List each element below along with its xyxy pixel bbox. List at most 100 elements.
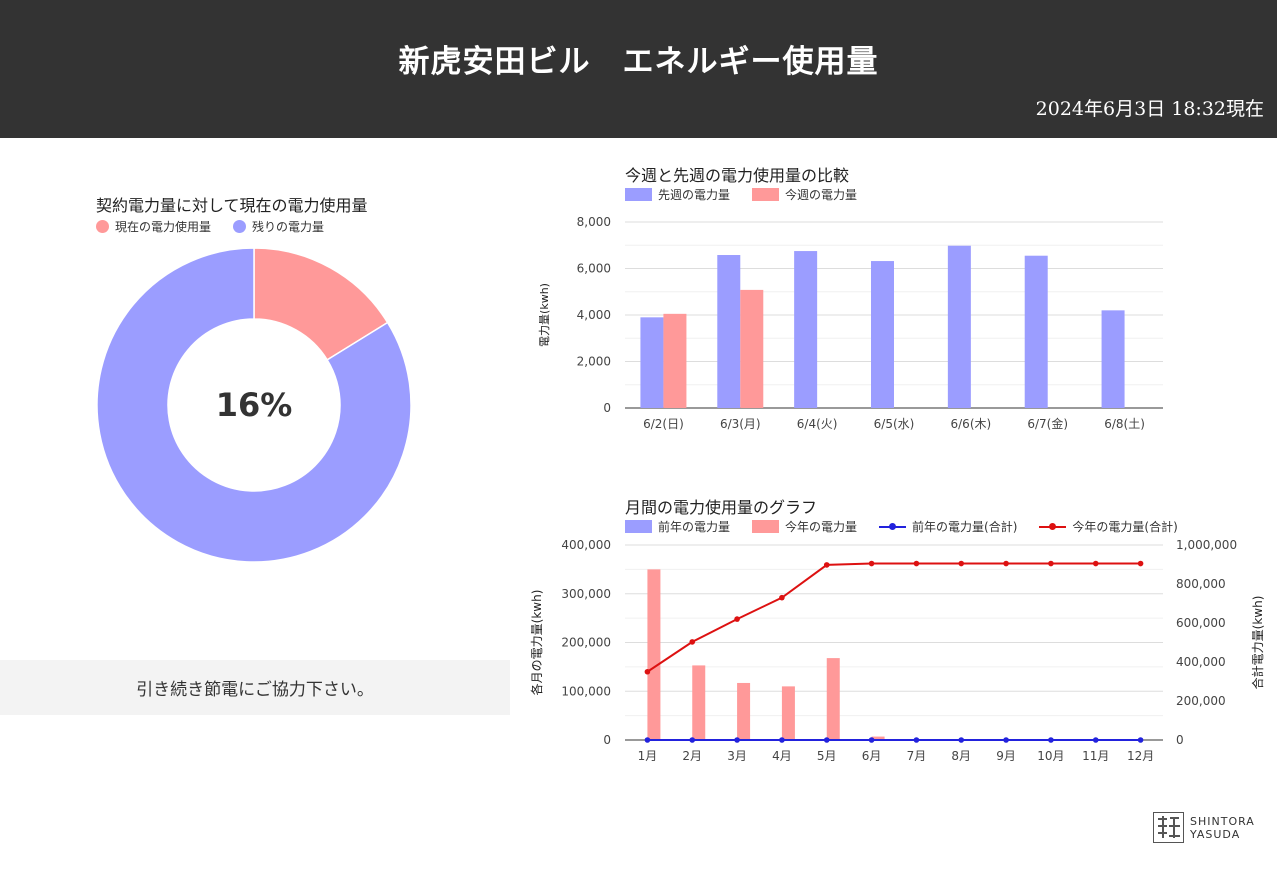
bar-this-year	[871, 736, 885, 740]
y-tick-label: 200,000	[561, 636, 611, 650]
x-tick-label: 9月	[996, 749, 1016, 763]
x-tick-label: 6/5(水)	[874, 417, 915, 431]
donut-legend: 現在の電力使用量 残りの電力量	[96, 218, 346, 235]
legend-label: 今年の電力量	[785, 520, 858, 534]
x-tick-label: 6/7(金)	[1027, 416, 1068, 431]
donut-chart: 16%	[96, 247, 412, 563]
y-axis-label: 電力量(kwh)	[538, 283, 551, 347]
bar-this-week	[740, 289, 764, 408]
page-title: 新虎安田ビル エネルギー使用量	[398, 44, 879, 80]
bar-last-week	[794, 251, 818, 408]
x-tick-label: 7月	[907, 749, 927, 763]
point-prev-year-total	[868, 737, 875, 743]
point-prev-year-total	[913, 737, 920, 743]
legend-item-this-year-total: 今年の電力量(合計)	[1039, 518, 1178, 535]
x-tick-label: 6/3(月)	[720, 417, 761, 431]
legend-label: 先週の電力量	[658, 188, 731, 202]
y2-tick-label: 1,000,000	[1176, 538, 1237, 552]
y2-tick-label: 200,000	[1176, 694, 1226, 708]
legend-item-prev-year: 前年の電力量	[625, 518, 730, 535]
logo-line-1: SHINTORA	[1190, 814, 1255, 828]
legend-label: 今週の電力量	[785, 188, 858, 202]
y-axis-label: 各月の電力量(kwh)	[529, 590, 544, 696]
legend-item-current-usage: 現在の電力使用量	[96, 218, 211, 235]
legend-item-remaining: 残りの電力量	[233, 218, 324, 235]
legend-swatch	[625, 520, 652, 533]
x-tick-label: 6/2(日)	[643, 417, 684, 431]
point-prev-year-total	[1092, 737, 1099, 743]
point-prev-year-total	[644, 737, 651, 743]
y-tick-label: 400,000	[561, 538, 611, 552]
y-tick-label: 2,000	[577, 355, 611, 369]
message-text: 引き続き節電にご協力下さい。	[136, 680, 374, 700]
bar-this-year	[737, 682, 751, 740]
monthly-chart-title: 月間の電力使用量のグラフ	[625, 498, 818, 517]
point-this-year-total	[958, 560, 965, 567]
y-tick-label: 4,000	[577, 308, 611, 322]
x-tick-label: 10月	[1037, 749, 1064, 763]
header-bar: 新虎安田ビル エネルギー使用量 2024年6月3日 18:32現在	[0, 0, 1277, 138]
legend-swatch	[752, 188, 780, 201]
point-this-year-total	[913, 560, 920, 567]
x-tick-label: 3月	[727, 749, 747, 763]
bar-last-week	[640, 317, 664, 408]
legend-item-prev-year-total: 前年の電力量(合計)	[879, 518, 1017, 535]
point-this-year-total	[1048, 560, 1054, 567]
point-this-year-total	[689, 639, 696, 645]
y2-axis-label: 合計電力量(kwh)	[1250, 596, 1265, 690]
legend-swatch	[1039, 520, 1067, 533]
legend-swatch	[96, 220, 109, 233]
bar-last-week	[717, 255, 741, 408]
bar-last-week	[1024, 255, 1048, 408]
donut-slice-1	[96, 247, 412, 563]
legend-item-this-year: 今年の電力量	[752, 518, 857, 535]
legend-label: 現在の電力使用量	[115, 220, 212, 234]
legend-label: 残りの電力量	[252, 220, 325, 234]
point-prev-year-total	[1048, 737, 1054, 743]
point-this-year-total	[1003, 560, 1009, 567]
point-prev-year-total	[734, 737, 740, 743]
x-tick-label: 6/4(火)	[797, 417, 838, 431]
donut-chart-title: 契約電力量に対して現在の電力使用量	[96, 196, 368, 215]
point-this-year-total	[644, 668, 651, 675]
x-tick-label: 5月	[817, 749, 837, 763]
y-tick-label: 0	[603, 733, 611, 747]
bar-last-week	[1101, 310, 1125, 408]
weekly-legend: 先週の電力量 今週の電力量	[625, 186, 879, 203]
point-prev-year-total	[689, 737, 696, 743]
x-tick-label: 6/8(土)	[1104, 417, 1145, 431]
message-banner: 引き続き節電にご協力下さい。	[0, 660, 510, 715]
legend-label: 前年の電力量	[658, 520, 731, 534]
point-this-year-total	[823, 562, 830, 568]
y2-tick-label: 0	[1176, 733, 1184, 747]
logo-mark-icon	[1153, 812, 1184, 843]
bar-this-week	[663, 313, 687, 408]
x-tick-label: 6月	[862, 749, 882, 763]
y-tick-label: 8,000	[577, 215, 611, 229]
timestamp: 2024年6月3日 18:32現在	[1035, 98, 1264, 120]
y-tick-label: 6,000	[577, 262, 611, 276]
x-tick-label: 1月	[638, 749, 658, 763]
point-this-year-total	[1092, 560, 1099, 567]
legend-item-last-week: 先週の電力量	[625, 186, 730, 203]
y2-tick-label: 400,000	[1176, 655, 1226, 669]
point-this-year-total	[779, 594, 785, 601]
donut-center-label: 16%	[216, 386, 293, 424]
logo-line-2: YASUDA	[1190, 827, 1241, 841]
x-tick-label: 6/6(木)	[951, 417, 992, 431]
x-tick-label: 12月	[1127, 749, 1154, 763]
bar-this-year	[692, 665, 706, 740]
bar-this-year	[781, 686, 795, 740]
legend-label: 前年の電力量(合計)	[912, 520, 1018, 534]
weekly-chart-title: 今週と先週の電力使用量の比較	[625, 166, 850, 185]
point-this-year-total	[734, 616, 740, 622]
y2-tick-label: 800,000	[1176, 577, 1226, 591]
y-tick-label: 0	[603, 401, 611, 415]
legend-swatch	[625, 188, 652, 201]
logo-text: SHINTORA YASUDA	[1190, 815, 1255, 841]
point-prev-year-total	[823, 737, 830, 743]
point-this-year-total	[1137, 560, 1144, 567]
bar-this-year	[647, 569, 661, 740]
point-prev-year-total	[1137, 737, 1144, 743]
monthly-combo-chart: 0 100,000 200,000 300,000 400,000 0 200,000 400…	[529, 538, 1265, 763]
